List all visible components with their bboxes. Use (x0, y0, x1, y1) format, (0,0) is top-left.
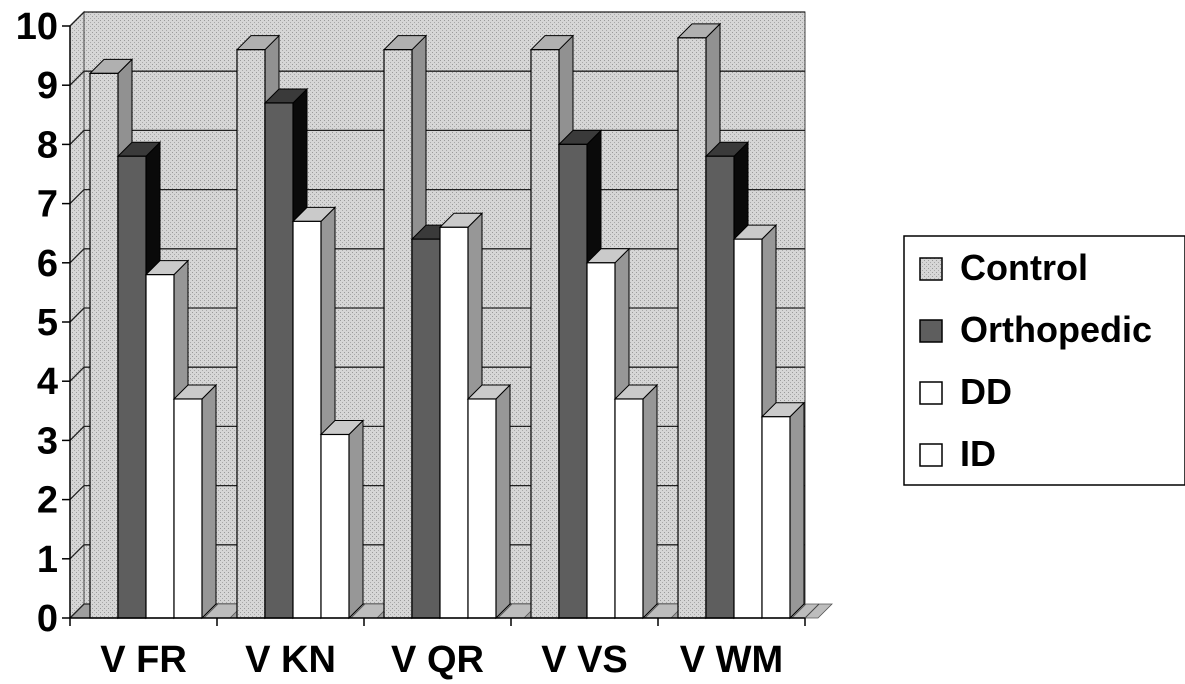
bar-front (467, 398, 497, 619)
bar-front (292, 220, 322, 619)
legend-label: ID (960, 433, 996, 474)
legend-swatch (919, 443, 943, 467)
y-tick-label: 4 (37, 361, 58, 403)
bar-front (761, 416, 791, 619)
bar-front (320, 433, 350, 619)
x-axis: V FR V KN V QR V VS V WM (69, 603, 820, 681)
legend-swatch (919, 381, 943, 405)
bar-front-fill (558, 143, 588, 619)
bar-front (677, 37, 707, 619)
y-tick-label: 6 (37, 243, 58, 285)
bar (319, 419, 365, 620)
bar-front-fill (705, 155, 735, 619)
y-axis: 0 1 2 3 4 5 6 7 8 9 10 (16, 6, 71, 640)
bar (613, 383, 659, 620)
legend-box (903, 235, 1185, 486)
y-tick-label: 1 (37, 539, 58, 581)
x-tick-label: V WM (680, 639, 783, 681)
bar-front (733, 238, 763, 619)
x-tick-label: V FR (100, 639, 187, 681)
bar-side (495, 383, 511, 620)
y-tick-label: 8 (37, 124, 58, 166)
bar-front (89, 72, 119, 619)
legend-label: Orthopedic (960, 309, 1152, 350)
y-tick-label: 5 (37, 302, 58, 344)
gridline (69, 11, 805, 27)
y-tick-label: 2 (37, 480, 58, 522)
bar-front-fill (117, 155, 147, 619)
bar-front-fill (411, 238, 441, 619)
bar-front (173, 398, 203, 619)
bar-front (530, 49, 560, 619)
y-tick-label: 0 (37, 598, 58, 640)
bar-side (348, 419, 364, 620)
legend: Control Orthopedic DD ID (903, 235, 1185, 486)
bars (88, 22, 833, 620)
bar-front (383, 49, 413, 619)
y-tick-label: 7 (37, 184, 58, 226)
x-tick-label: V KN (245, 639, 336, 681)
bar-front (439, 226, 469, 619)
y-tick-label: 3 (37, 420, 58, 462)
y-tick-label: 9 (37, 65, 58, 107)
bar (760, 401, 806, 620)
x-tick-label: V VS (541, 639, 628, 681)
bar-side (789, 401, 805, 620)
x-axis-depth (804, 603, 820, 619)
bar-front (145, 274, 175, 619)
bar-front (586, 262, 616, 619)
bar (466, 383, 512, 620)
legend-label: Control (960, 247, 1088, 288)
y-tick-label: 10 (16, 6, 58, 48)
bar (557, 129, 603, 620)
x-tick-label: V QR (391, 639, 484, 681)
bar-front-fill (264, 102, 294, 619)
legend-label: DD (960, 371, 1012, 412)
bar-side (642, 383, 658, 620)
legend-swatch (919, 257, 943, 281)
legend-swatch (919, 319, 943, 343)
bar (172, 383, 218, 620)
bar-side (201, 383, 217, 620)
bar-front (236, 49, 266, 619)
bar-front (614, 398, 644, 619)
